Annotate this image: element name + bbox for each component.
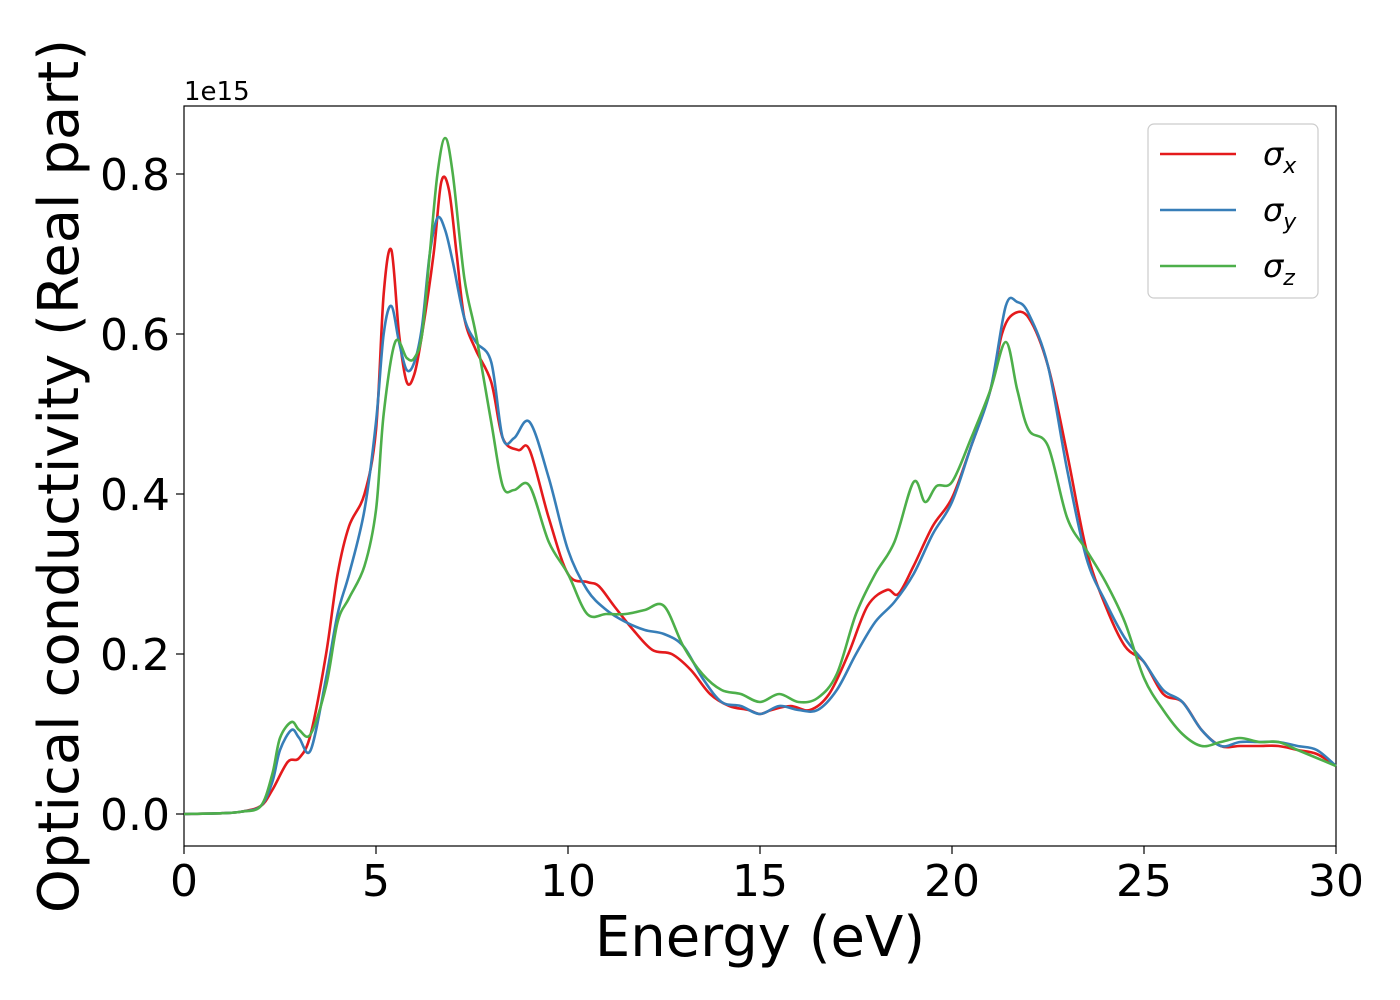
x-tick-label: 30	[1308, 856, 1364, 907]
series-layer	[183, 136, 1337, 816]
x-tick-label: 10	[540, 856, 596, 907]
y-tick-label: 0.0	[100, 790, 170, 841]
legend-label-y: σy	[1263, 191, 1297, 235]
legend-subscript: x	[1282, 154, 1297, 179]
y-tick-label: 0.8	[100, 150, 170, 201]
x-axis: 0 5 10 15 20 25 30	[170, 846, 1364, 907]
y-tick-label: 0.4	[100, 470, 170, 521]
legend-subscript: z	[1282, 266, 1295, 291]
x-tick-label: 20	[924, 856, 980, 907]
y-offset-label: 1e15	[184, 77, 250, 107]
legend-symbol: σ	[1263, 135, 1285, 173]
legend-label-z: σz	[1263, 247, 1295, 291]
legend-label-x: σx	[1263, 135, 1297, 179]
series-line-z	[183, 136, 1337, 816]
y-tick-label: 0.2	[100, 630, 170, 681]
y-axis-title: Optical conductivity (Real part)	[27, 39, 92, 913]
legend-subscript: y	[1282, 210, 1297, 235]
x-tick-label: 0	[170, 856, 198, 907]
legend-symbol: σ	[1263, 191, 1285, 229]
legend-symbol: σ	[1263, 247, 1285, 285]
x-tick-label: 5	[362, 856, 390, 907]
x-axis-title: Energy (eV)	[595, 905, 925, 970]
x-tick-label: 15	[732, 856, 788, 907]
x-tick-label: 25	[1116, 856, 1172, 907]
y-axis: 0.0 0.2 0.4 0.6 0.8	[100, 150, 184, 841]
y-tick-label: 0.6	[100, 310, 170, 361]
series-line-y	[183, 215, 1337, 816]
